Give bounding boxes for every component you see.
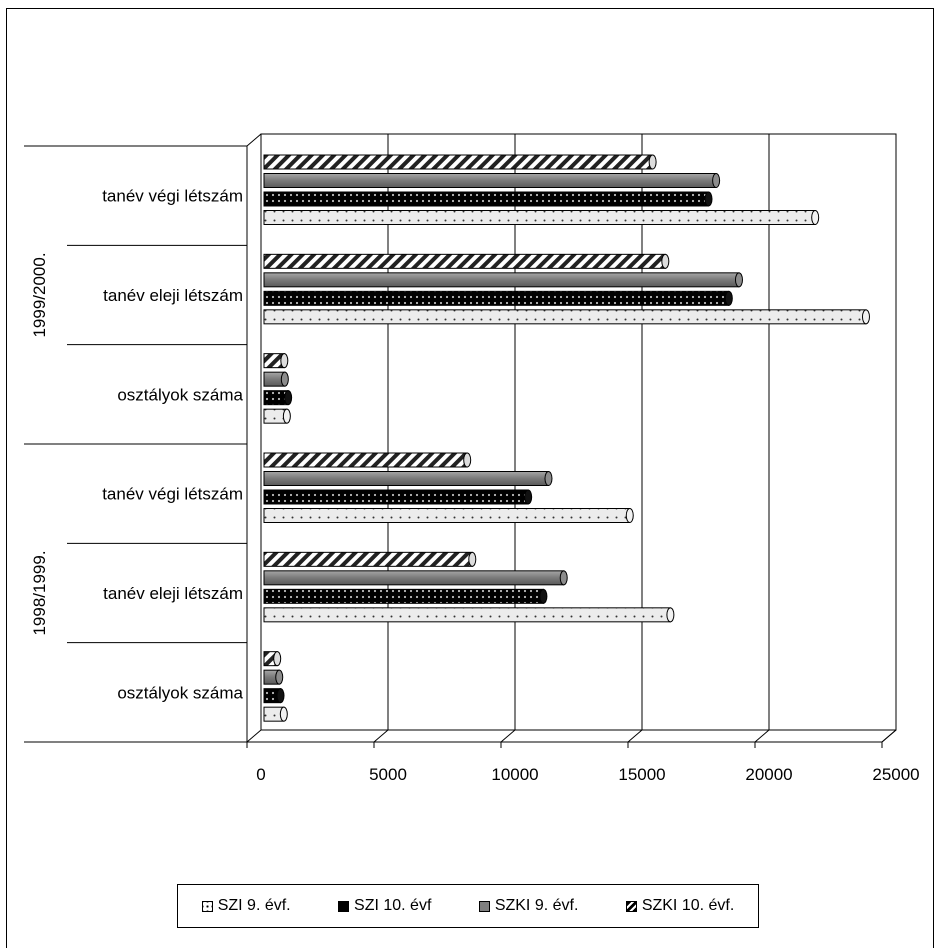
bar-cap (666, 607, 675, 623)
category-label: osztályok száma (117, 385, 243, 404)
bar-cap (463, 452, 472, 468)
bar-cap (468, 551, 477, 567)
floor-line (246, 729, 262, 743)
x-tick-label: 25000 (872, 765, 919, 784)
bar (263, 290, 730, 306)
bar (263, 191, 709, 207)
bar (263, 154, 654, 170)
wall-edge (246, 133, 262, 147)
bar-cap (734, 272, 743, 288)
legend-item: SZI 9. évf. (201, 897, 291, 915)
legend-item: SZI 10. évf (338, 897, 431, 915)
bar (263, 452, 468, 468)
bar-cap (544, 471, 553, 486)
category-label: tanév végi létszám (102, 187, 243, 206)
bar (263, 551, 473, 567)
axis-layer (24, 133, 897, 748)
legend-label: SZI 9. évf. (217, 897, 291, 914)
category-label: tanév végi létszám (102, 485, 243, 504)
bar-cap (524, 489, 533, 505)
x-tick-label: 0 (256, 765, 265, 784)
bar-layer (263, 154, 870, 722)
legend-item: SZKI 10. évf. (625, 897, 735, 915)
legend-label: SZKI 9. évf. (494, 897, 579, 914)
bar-cap (704, 191, 713, 207)
bar-cap (625, 508, 634, 523)
bar-cap (724, 290, 733, 306)
bar-cap (559, 570, 568, 586)
bar-cap (539, 588, 548, 604)
category-label: tanév eleji létszám (103, 286, 243, 305)
chart-frame (6, 8, 934, 948)
bar-cap (648, 154, 657, 170)
bar-cap (282, 408, 291, 424)
floor-line (373, 729, 389, 743)
bar (263, 471, 549, 486)
group-label: 1998/1999. (30, 550, 49, 635)
group-label: 1999/2000. (30, 252, 49, 337)
bar (263, 570, 565, 586)
bar (263, 173, 717, 188)
x-tick-label: 15000 (618, 765, 665, 784)
legend-label: SZI 10. évf (354, 897, 432, 914)
x-tick-label: 20000 (745, 765, 792, 784)
bar (263, 210, 816, 225)
bar-cap (275, 669, 284, 685)
legend-swatch (338, 900, 350, 912)
category-label: tanév eleji létszám (103, 584, 243, 603)
bar (263, 309, 867, 325)
bar (263, 508, 631, 523)
floor-line (500, 729, 516, 743)
legend-item: SZKI 9. évf. (478, 897, 579, 915)
legend-swatch (201, 900, 213, 912)
bar-cap (273, 651, 282, 667)
grid-layer (246, 133, 897, 743)
bar (263, 607, 671, 623)
bar-cap (284, 390, 293, 406)
bar-chart: 0 5000 10000 15000 20000 25000 tanév végi léts… (24, 133, 920, 784)
bar (263, 272, 740, 288)
category-label: osztályok száma (117, 683, 243, 702)
legend: SZI 9. évf. SZI 10. évf SZKI 9. évf. SZKI 1… (177, 884, 759, 928)
bar-cap (276, 688, 285, 704)
floor-right-edge (881, 729, 897, 743)
bar-cap (811, 210, 820, 225)
x-tick-label: 5000 (369, 765, 407, 784)
floor-line (754, 729, 770, 743)
bar-cap (861, 309, 870, 325)
bar-cap (280, 371, 289, 387)
legend-swatch (478, 900, 490, 912)
x-tick-label: 10000 (491, 765, 538, 784)
bar-cap (279, 706, 288, 722)
bar-cap (661, 253, 670, 269)
bar (263, 253, 666, 269)
bar (263, 588, 544, 604)
legend-swatch (625, 900, 637, 912)
back-wall (260, 133, 897, 731)
bar-cap (280, 353, 289, 369)
legend-label: SZKI 10. évf. (641, 897, 735, 914)
bar (263, 489, 529, 505)
label-layer: 0 5000 10000 15000 20000 25000 tanév végi léts… (30, 187, 920, 784)
bar-cap (712, 173, 721, 188)
floor-line (627, 729, 643, 743)
